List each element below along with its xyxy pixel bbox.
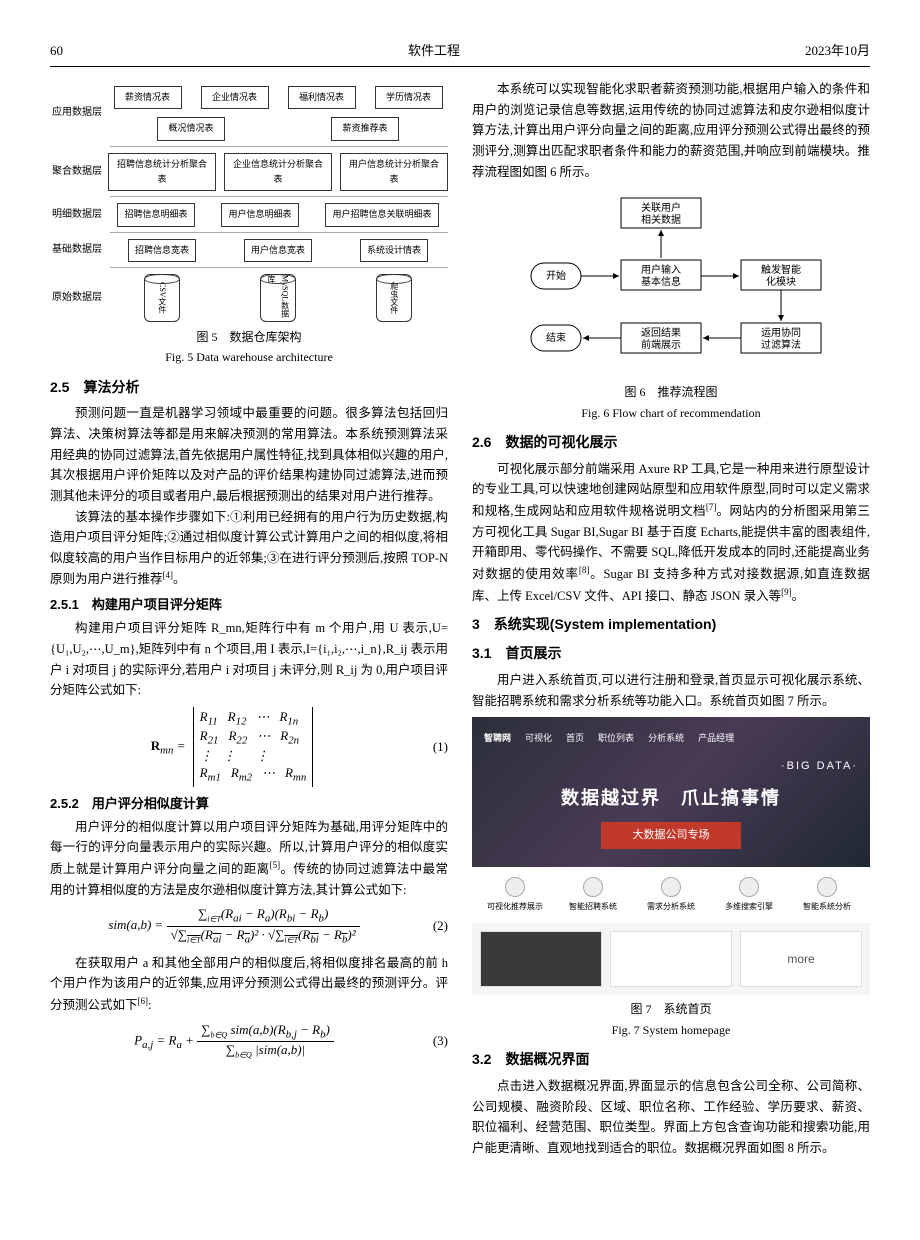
fig7-slogan: 数据越过界 爪止搞事情 — [484, 783, 858, 814]
cite-7: [7] — [706, 502, 717, 512]
fig7-icon: 智能系统分析 — [788, 877, 866, 914]
fig5-box: 学历情况表 — [375, 86, 443, 109]
fig5-caption-cn: 图 5 数据仓库架构 — [50, 327, 448, 347]
sec252-p1: 用户评分的相似度计算以用户项目评分矩阵为基础,用评分矩阵中的每一行的评分向量表示… — [50, 817, 448, 901]
fig5-layer-label: 基础数据层 — [50, 241, 108, 258]
fig5-cylinder: MySQL数据库 — [260, 274, 296, 322]
page-number: 60 — [50, 40, 63, 62]
fig7-icon: 可视化推荐展示 — [476, 877, 554, 914]
cite-5: [5] — [270, 860, 281, 870]
figure-7: 智聘网 可视化 首页 职位列表 分析系统 产品经理 ·BIG DATA· 数据越… — [472, 717, 870, 1040]
figure-5: 应用数据层 薪资情况表 企业情况表 福利情况表 学历情况表 概况情况表 薪资推荐… — [50, 85, 448, 368]
eq2-number: (2) — [418, 915, 448, 937]
cite-8: [8] — [579, 565, 590, 575]
fig5-box: 招聘信息统计分析聚合表 — [108, 153, 216, 192]
fig6-node-start: 开始 — [546, 269, 566, 282]
two-column-body: 应用数据层 薪资情况表 企业情况表 福利情况表 学历情况表 概况情况表 薪资推荐… — [50, 79, 870, 1158]
fig7-bigdata: ·BIG DATA· — [484, 757, 858, 776]
sec251-p1: 构建用户项目评分矩阵 R_mn,矩阵行中有 m 个用户,用 U 表示,U={U₁… — [50, 618, 448, 701]
fig7-icon: 智能招聘系统 — [554, 877, 632, 914]
fig7-icon: 多维搜索引擎 — [710, 877, 788, 914]
section-2-5-1: 2.5.1 构建用户项目评分矩阵 — [50, 594, 448, 616]
fig5-box: 招聘信息宽表 — [128, 239, 196, 262]
fig7-nav-item: 首页 — [566, 731, 584, 746]
fig5-box: 用户信息统计分析聚合表 — [340, 153, 448, 192]
equation-1: Rmn = R11R12⋯R1n R21R22⋯R2n ⋮⋮⋮ Rm1Rm2⋯R… — [50, 707, 448, 787]
sec252-p2: 在获取用户 a 和其他全部用户的相似度后,将相似度排名最高的前 h 个用户作为该… — [50, 953, 448, 1016]
sec25-p2: 该算法的基本操作步骤如下:①利用已经拥有的用户行为历史数据,构造用户项目评分矩阵… — [50, 507, 448, 591]
section-2-6: 2.6 数据的可视化展示 — [472, 431, 870, 455]
section-2-5-2: 2.5.2 用户评分相似度计算 — [50, 793, 448, 815]
fig7-caption-en: Fig. 7 System homepage — [472, 1020, 870, 1040]
fig6-node-end: 结束 — [546, 331, 566, 344]
fig6-caption-en: Fig. 6 Flow chart of recommendation — [472, 403, 870, 423]
equation-2: sim(a,b) = ∑i∈T(Rai − Ra)(Rbi − Rb) √∑i∈… — [50, 906, 448, 946]
fig5-box: 用户信息明细表 — [221, 203, 298, 226]
page-date: 2023年10月 — [805, 40, 870, 62]
fig7-card — [480, 931, 602, 987]
fig5-layer-label: 聚合数据层 — [50, 163, 108, 180]
fig5-box: 企业情况表 — [201, 86, 269, 109]
svg-text:返回结果前端展示: 返回结果前端展示 — [641, 326, 681, 351]
fig5-box: 用户招聘信息关联明细表 — [325, 203, 438, 226]
sec32-p1: 点击进入数据概况界面,界面显示的信息包含公司全称、公司简称、公司规模、融资阶段、… — [472, 1076, 870, 1159]
left-column: 应用数据层 薪资情况表 企业情况表 福利情况表 学历情况表 概况情况表 薪资推荐… — [50, 79, 448, 1158]
sec31-p1: 用户进入系统首页,可以进行注册和登录,首页显示可视化展示系统、智能招聘系统和需求… — [472, 670, 870, 711]
fig5-box: 招聘信息明细表 — [117, 203, 194, 226]
fig7-nav-item: 产品经理 — [698, 731, 734, 746]
right-column: 本系统可以实现智能化求职者薪资预测功能,根据用户输入的条件和用户的浏览记录信息等… — [472, 79, 870, 1158]
cite-4: [4] — [163, 570, 174, 580]
eq3-number: (3) — [418, 1030, 448, 1052]
fig5-box: 福利情况表 — [288, 86, 356, 109]
fig5-layer-label: 原始数据层 — [50, 289, 108, 306]
fig7-caption-cn: 图 7 系统首页 — [472, 999, 870, 1019]
fig5-layer-label: 应用数据层 — [50, 104, 108, 121]
svg-text:触发智能化模块: 触发智能化模块 — [761, 263, 801, 288]
fig5-box: 薪资情况表 — [114, 86, 182, 109]
fig7-card — [610, 931, 732, 987]
page-header: 60 软件工程 2023年10月 — [50, 40, 870, 67]
section-3-2: 3.2 数据概况界面 — [472, 1048, 870, 1072]
svg-text:运用协同过滤算法: 运用协同过滤算法 — [761, 326, 801, 351]
fig5-box: 系统设计情表 — [360, 239, 428, 262]
fig5-box: 概况情况表 — [157, 117, 225, 140]
fig7-nav-item: 可视化 — [525, 731, 552, 746]
section-3: 3 系统实现(System implementation) — [472, 613, 870, 637]
eq1-number: (1) — [418, 736, 448, 758]
figure-6: 开始 关联用户相关数据 用户输入基本信息 触发智能化模块 运用协同过滤算法 返回 — [472, 188, 870, 423]
fig7-nav-item: 职位列表 — [598, 731, 634, 746]
fig5-box: 用户信息宽表 — [244, 239, 312, 262]
fig7-icon: 需求分析系统 — [632, 877, 710, 914]
fig5-box: 企业信息统计分析聚合表 — [224, 153, 332, 192]
svg-text:关联用户相关数据: 关联用户相关数据 — [641, 201, 681, 226]
fig5-cylinder: CSV文件 — [144, 274, 180, 322]
fig5-caption-en: Fig. 5 Data warehouse architecture — [50, 347, 448, 367]
journal-title: 软件工程 — [408, 40, 460, 62]
cite-9: [9] — [781, 587, 792, 597]
cite-6: [6] — [138, 996, 149, 1006]
fig7-nav-item: 分析系统 — [648, 731, 684, 746]
fig7-logo: 智聘网 — [484, 731, 511, 746]
fig6-caption-cn: 图 6 推荐流程图 — [472, 382, 870, 402]
fig5-layer-label: 明细数据层 — [50, 206, 108, 223]
equation-3: Pa,j = Ra + ∑b∈Q sim(a,b)(Rb,j − Rb) ∑b∈… — [50, 1022, 448, 1061]
sec26-p1: 可视化展示部分前端采用 Axure RP 工具,它是一种用来进行原型设计的专业工… — [472, 459, 870, 607]
section-3-1: 3.1 首页展示 — [472, 642, 870, 666]
section-2-5: 2.5 算法分析 — [50, 376, 448, 400]
fig5-cylinder: 爬虫文件 — [376, 274, 412, 322]
sec25-p1: 预测问题一直是机器学习领域中最重要的问题。很多算法包括回归算法、决策树算法等都是… — [50, 403, 448, 506]
fig7-card-more: more — [740, 931, 862, 987]
fig7-cta: 大数据公司专场 — [601, 822, 741, 849]
fig5-box: 薪资推荐表 — [331, 117, 399, 140]
col2-intro: 本系统可以实现智能化求职者薪资预测功能,根据用户输入的条件和用户的浏览记录信息等… — [472, 79, 870, 182]
svg-text:用户输入基本信息: 用户输入基本信息 — [641, 263, 681, 288]
